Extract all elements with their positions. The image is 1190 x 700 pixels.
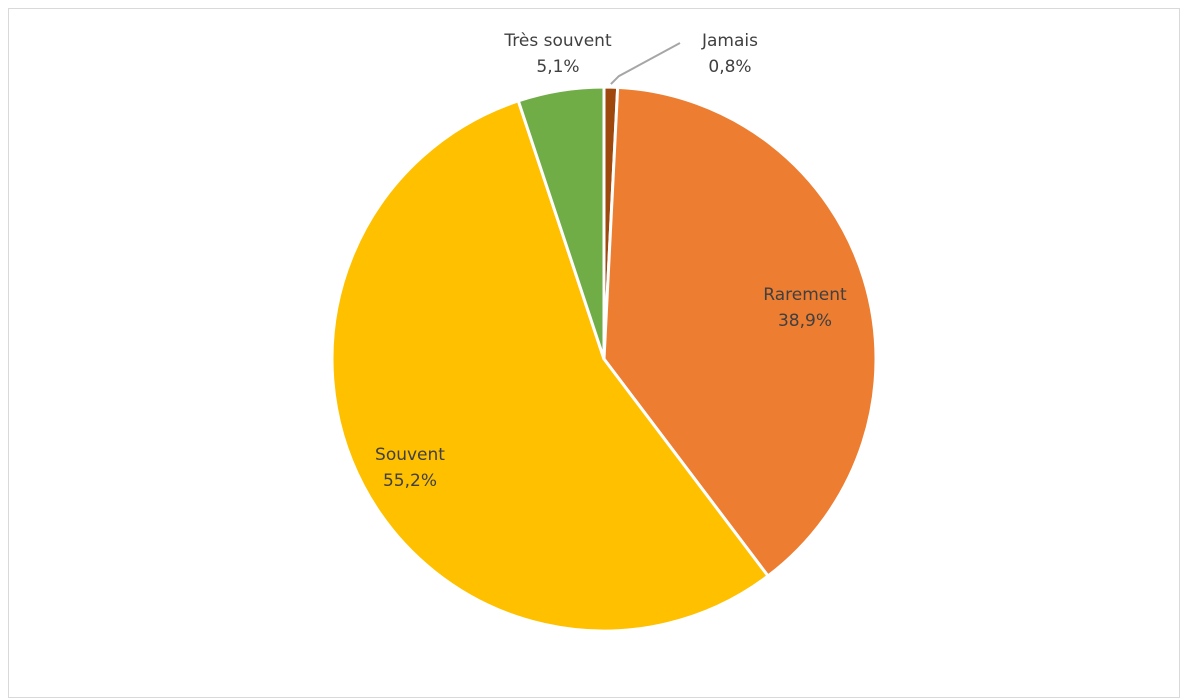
pie-slices bbox=[330, 85, 878, 633]
slice-label-souvent: Souvent bbox=[375, 445, 445, 465]
slice-label-jamais: Jamais bbox=[701, 31, 758, 51]
slice-value-tres-souvent: 5,1% bbox=[536, 57, 579, 77]
slice-label-tres-souvent: Très souvent bbox=[503, 31, 612, 51]
slice-value-souvent: 55,2% bbox=[383, 471, 437, 491]
slice-labels: Jamais 0,8% Rarement 38,9% Souvent 55,2% Très … bbox=[375, 31, 847, 491]
pie-slice-rarement bbox=[602, 85, 878, 578]
pie-slice-tres-souvent bbox=[516, 85, 606, 361]
slice-label-rarement: Rarement bbox=[763, 285, 847, 305]
leader-lines bbox=[610, 42, 681, 85]
slice-value-rarement: 38,9% bbox=[778, 311, 832, 331]
slice-value-jamais: 0,8% bbox=[708, 57, 751, 77]
leader-line-jamais bbox=[610, 42, 681, 85]
pie-slice-souvent bbox=[330, 99, 770, 633]
